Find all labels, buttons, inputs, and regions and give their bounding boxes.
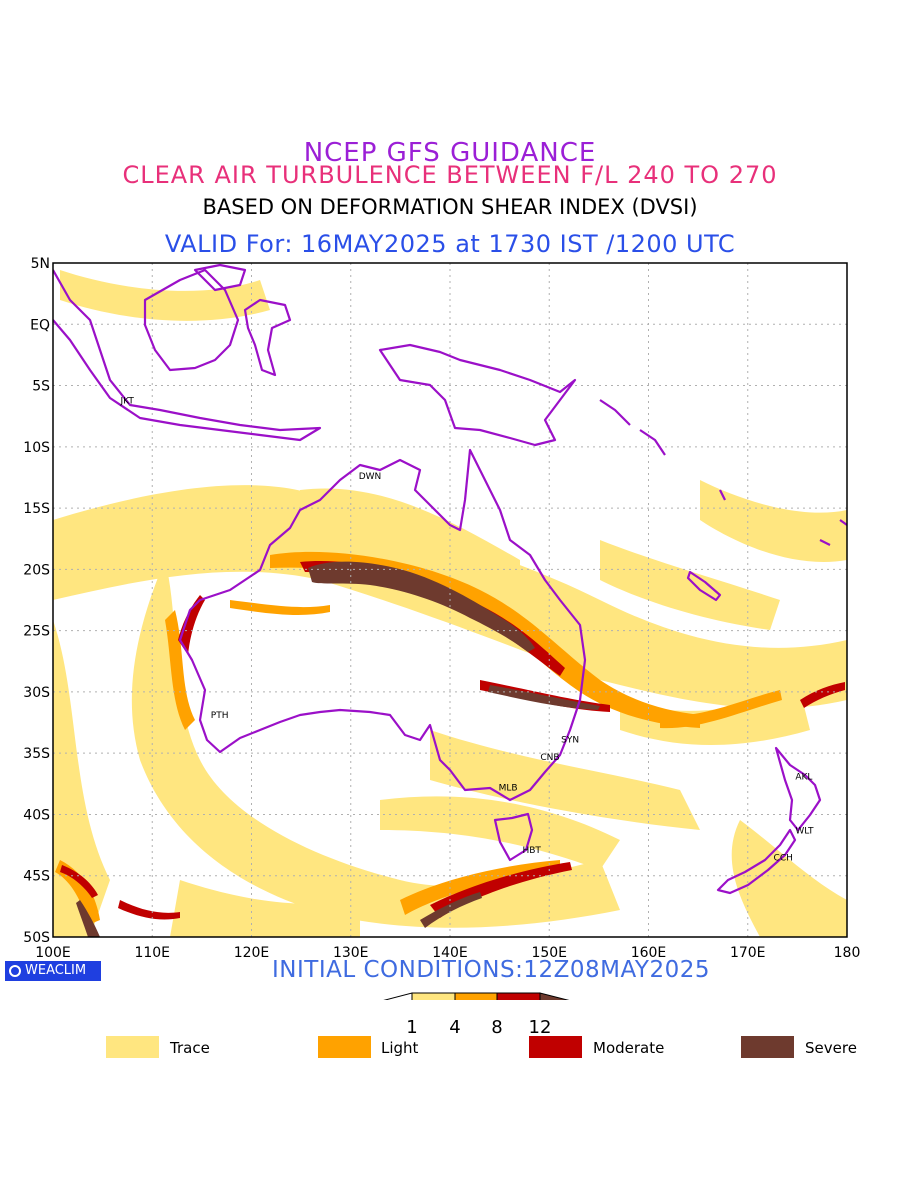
sumatra-java-coast [53,269,322,442]
lon-tick-label: 180 [834,945,861,961]
colorbar-label-1: 1 [406,1017,418,1038]
colorbar-swatch-severe [539,992,570,1000]
legend-swatch-light [318,1036,371,1058]
station-akl: AKL [795,772,812,782]
logo-ring-icon [9,965,21,977]
grid-lines [53,263,847,937]
colorbar-label-8: 8 [491,1017,503,1038]
lat-tick-label: 15S [23,501,50,517]
lat-tick-label: 20S [23,562,50,578]
lat-tick-label: 10S [23,440,50,456]
new-zealand-south [716,828,797,895]
legend-label-moderate: Moderate [593,1039,665,1057]
title-line-2: CLEAR AIR TURBULENCE BETWEEN F/L 240 TO … [122,161,778,189]
lon-tick-label: 140E [432,945,468,961]
valid-time-line: VALID For: 16MAY2025 at 1730 IST /1200 U… [164,230,736,258]
lon-tick-label: 110E [134,945,170,961]
lon-tick-label: 130E [333,945,369,961]
coastlines [53,263,847,895]
colorbar-low-arrow [383,992,413,1000]
lon-tick-label: 170E [730,945,766,961]
australia-coast [178,448,587,802]
philippines-mindanao [193,263,247,292]
colorbar-swatch-trace [411,992,456,1000]
legend-swatch-trace [106,1036,159,1058]
station-wlt: WLT [795,826,814,836]
colorbar-swatch-moderate [496,992,541,1000]
legend-swatch-moderate [529,1036,582,1058]
legend-label-light: Light [381,1039,419,1057]
station-jkt: JKT [119,396,134,406]
lat-tick-label: 5N [31,256,50,272]
map-frame [52,262,848,938]
colorbar [383,992,570,1000]
weaclim-logo: WEACLIM [5,961,101,981]
lat-tick-label: 35S [23,746,50,762]
legend-label-severe: Severe [805,1039,857,1057]
initial-conditions: INITIAL CONDITIONS:12Z08MAY2025 [272,957,710,983]
new-caledonia [686,570,722,602]
station-cnb: CNB [540,753,559,763]
title-line-3: BASED ON DEFORMATION SHEAR INDEX (DVSI) [202,195,698,219]
lon-tick-label: 100E [35,945,71,961]
turbulence-map: 5N EQ 5S 10S 15S 20S 25S 30S 35S 40S 45S 50S 100E 11… [23,256,860,1000]
lat-tick-label: EQ [30,317,50,333]
legend-swatch-severe [741,1036,794,1058]
new-guinea-coast [378,343,577,447]
station-mlb: MLB [499,783,518,793]
sulawesi-coast [243,298,292,377]
title-line-1: NCEP GFS GUIDANCE [303,138,597,168]
borneo-coast [143,268,240,372]
colorbar-swatch-light [454,992,498,1000]
lat-tick-label: 45S [23,869,50,885]
colorbar-label-4: 4 [449,1017,461,1038]
station-syn: SYN [561,736,579,746]
lon-tick-label: 150E [531,945,567,961]
new-zealand-north [774,746,822,832]
station-pth: PTH [211,711,229,721]
lat-tick-label: 40S [23,807,50,823]
station-hbt: HBT [522,846,541,856]
lon-tick-label: 120E [234,945,270,961]
pacific-islands [599,399,847,546]
station-dwn: DWN [359,472,382,482]
severe-areas [76,561,600,937]
latitude-labels: 5N EQ 5S 10S 15S 20S 25S 30S 35S 40S 45S 50S [23,256,50,946]
legend-label-trace: Trace [170,1039,210,1057]
colorbar-label-12: 12 [528,1017,552,1038]
lat-tick-label: 25S [23,624,50,640]
tasmania-coast [493,812,534,862]
lat-tick-label: 5S [32,379,50,395]
logo-text: WEACLIM [25,963,87,978]
lon-tick-label: 160E [631,945,667,961]
lat-tick-label: 30S [23,685,50,701]
lat-tick-label: 50S [23,930,50,946]
longitude-labels: 100E 110E 120E 130E 140E 150E 160E 170E 180 [35,945,860,961]
station-cch: CCH [774,853,793,863]
